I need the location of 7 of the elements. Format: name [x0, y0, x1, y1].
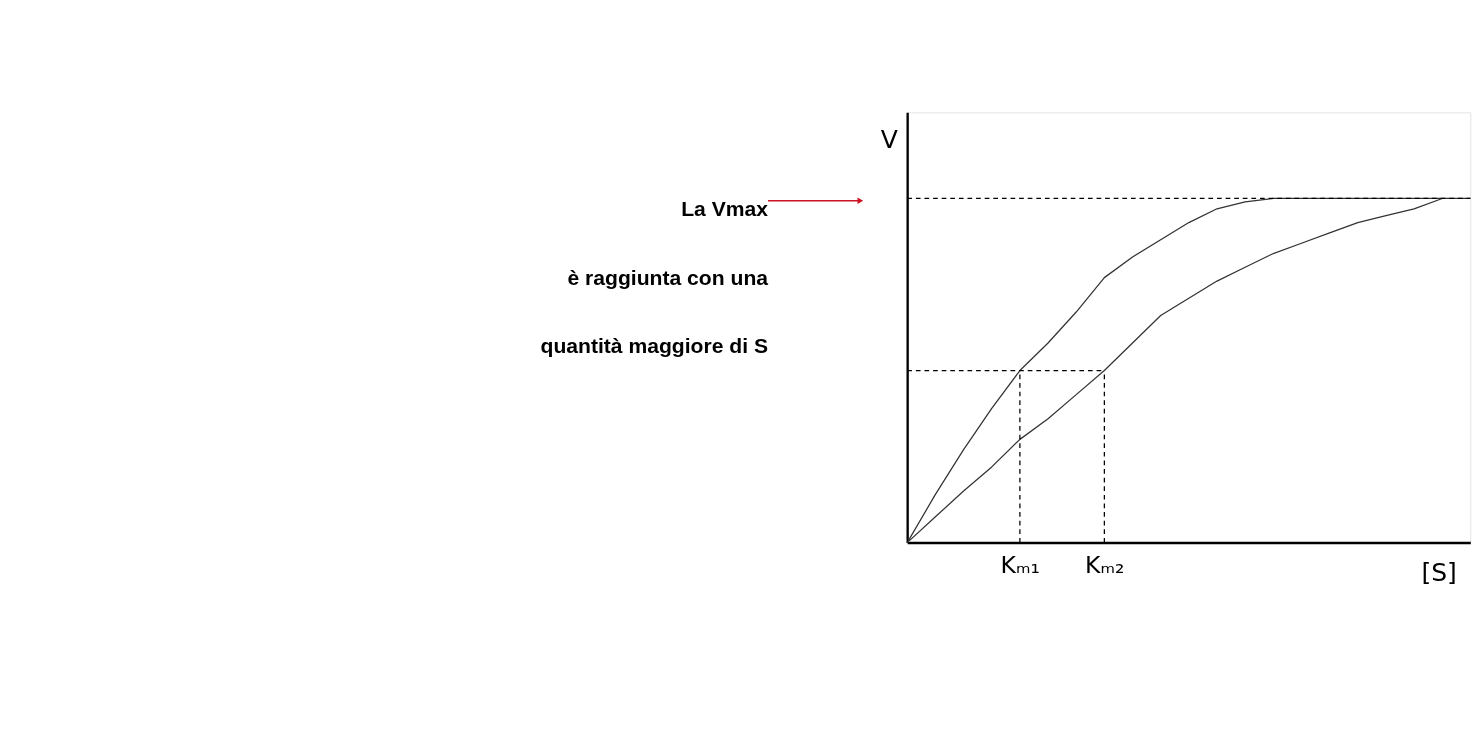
- x-axis-title: [S]: [1421, 557, 1457, 587]
- y-axis-title: V: [880, 124, 898, 154]
- x-tick-label: Kₘ₁: [1000, 550, 1040, 579]
- text: quantità maggiore di S: [540, 333, 769, 357]
- text: La Vmax: [681, 197, 769, 221]
- text: è raggiunta con una: [567, 265, 769, 289]
- x-tick-label: Kₘ₂: [1085, 550, 1125, 579]
